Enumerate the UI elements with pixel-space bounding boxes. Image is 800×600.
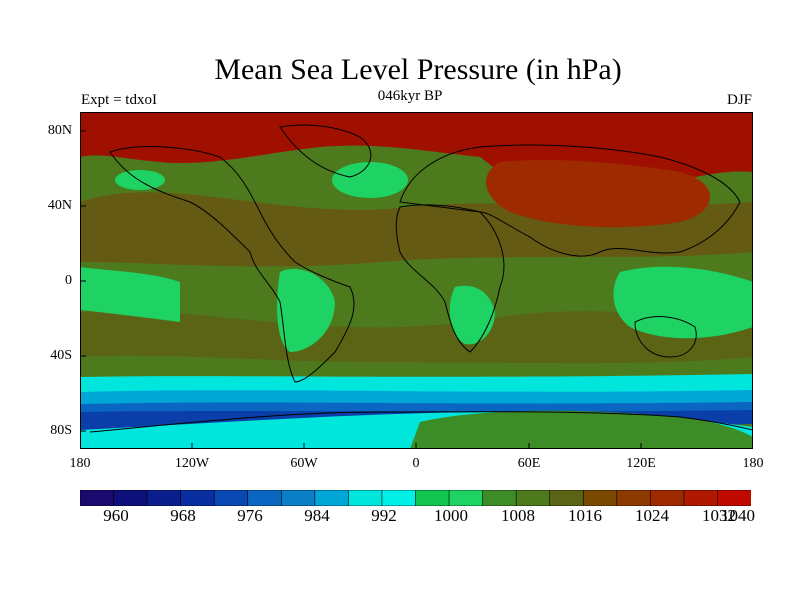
colorbar-swatch bbox=[717, 490, 751, 506]
colorbar-swatch bbox=[213, 490, 249, 506]
colorbar-swatch bbox=[482, 490, 517, 506]
colorbar-swatch bbox=[146, 490, 182, 506]
lat-label-40n: 40N bbox=[47, 198, 72, 213]
lon-label-0: 0 bbox=[412, 456, 420, 471]
season-label: DJF bbox=[726, 92, 752, 108]
colorbar-swatch bbox=[549, 490, 585, 506]
colorbar-swatch bbox=[415, 490, 450, 506]
colorbar-label-984: 984 bbox=[304, 506, 330, 525]
antarctica-outline bbox=[89, 411, 753, 433]
lon-label-120w: 120W bbox=[174, 456, 210, 471]
map-title: Mean Sea Level Pressure (in hPa) bbox=[214, 53, 622, 86]
maritime-continent-low bbox=[613, 266, 753, 339]
colorbar-label-1024: 1024 bbox=[635, 506, 669, 525]
colorbar-label-1040: 1040 bbox=[721, 506, 755, 525]
pressure-map bbox=[80, 112, 753, 449]
axis-ticks bbox=[80, 130, 642, 449]
antarctic-plateau bbox=[410, 410, 753, 449]
colorbar-swatch bbox=[582, 490, 618, 506]
colorbar-swatch bbox=[515, 490, 551, 506]
siberian-high bbox=[486, 160, 710, 228]
atlantic-low bbox=[332, 162, 408, 198]
lon-label-120e: 120E bbox=[626, 456, 656, 471]
africa-low bbox=[449, 285, 495, 345]
colorbar-swatch bbox=[650, 490, 685, 506]
lat-label-80n: 80N bbox=[47, 123, 72, 138]
east-pacific-low bbox=[80, 267, 180, 322]
coastlines bbox=[89, 124, 753, 433]
colorbar-label-1008: 1008 bbox=[501, 506, 535, 525]
colorbar-label-992: 992 bbox=[371, 506, 397, 525]
colorbar-swatch bbox=[448, 490, 484, 506]
colorbar-label-1032: 1032 bbox=[702, 506, 736, 525]
colorbar-swatch bbox=[348, 490, 383, 506]
colorbar-swatch bbox=[180, 490, 216, 506]
australia-outline bbox=[634, 316, 697, 358]
colorbar-label-1016: 1016 bbox=[568, 506, 602, 525]
colorbar-swatch bbox=[247, 490, 283, 506]
experiment-label: Expt = tdxoI bbox=[81, 92, 157, 108]
colorbar-swatch bbox=[616, 490, 652, 506]
colorbar bbox=[80, 490, 751, 506]
lat-label-40s: 40S bbox=[50, 348, 72, 363]
americas-outline bbox=[109, 146, 355, 383]
colorbar-swatch bbox=[381, 490, 417, 506]
colorbar-swatch bbox=[113, 490, 148, 506]
colorbar-label-968: 968 bbox=[170, 506, 196, 525]
colorbar-swatch bbox=[80, 490, 115, 506]
pacific-low bbox=[115, 170, 165, 190]
lon-label-180e: 180 bbox=[742, 456, 764, 471]
colorbar-label-976: 976 bbox=[237, 506, 263, 525]
lon-label-180w: 180 bbox=[69, 456, 91, 471]
greenland-outline bbox=[279, 124, 372, 178]
lon-label-60e: 60E bbox=[517, 456, 541, 471]
colorbar-swatch bbox=[683, 490, 719, 506]
period-label: 046kyr BP bbox=[377, 88, 443, 104]
colorbar-swatch bbox=[281, 490, 316, 506]
lon-label-60w: 60W bbox=[290, 456, 318, 471]
colorbar-swatch bbox=[314, 490, 350, 506]
southern-high-band bbox=[80, 310, 753, 364]
colorbar-label-1000: 1000 bbox=[434, 506, 468, 525]
lat-label-80s: 80S bbox=[50, 423, 72, 438]
eurasia-outline bbox=[399, 144, 741, 257]
south-america-low bbox=[277, 268, 335, 352]
colorbar-label-960: 960 bbox=[103, 506, 129, 525]
lat-label-0: 0 bbox=[65, 273, 72, 288]
